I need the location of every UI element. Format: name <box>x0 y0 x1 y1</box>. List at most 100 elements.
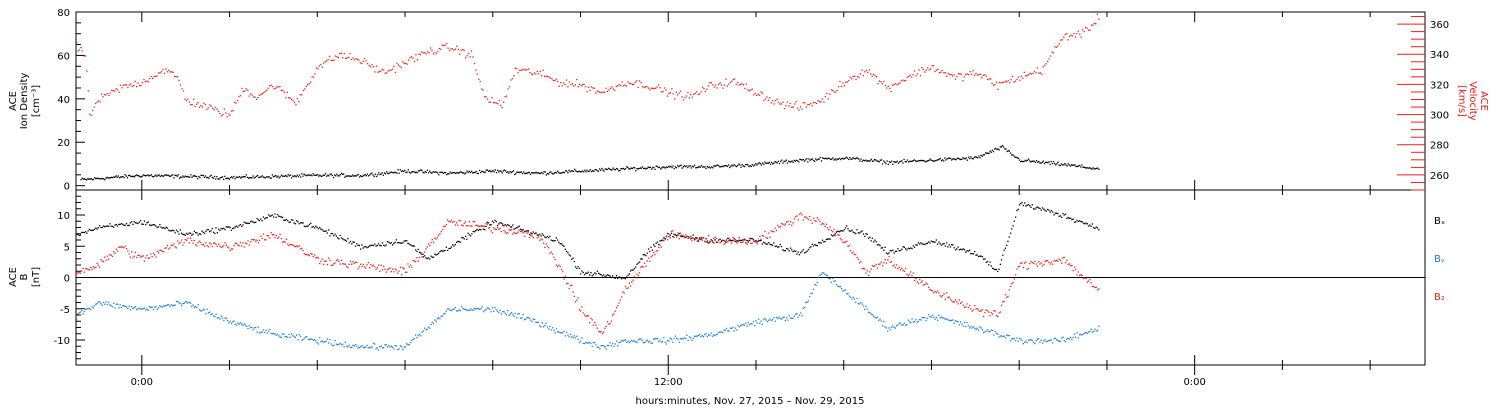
by-point <box>283 333 285 335</box>
bz-point <box>857 258 859 260</box>
velocity-point <box>359 62 361 64</box>
density-point <box>254 176 256 178</box>
density-point <box>103 178 105 180</box>
density-point <box>326 175 328 177</box>
by-point <box>131 306 133 308</box>
velocity-point <box>361 62 363 65</box>
by-point <box>246 325 248 328</box>
by-point <box>715 334 717 336</box>
by-point <box>795 313 797 315</box>
density-point <box>602 169 604 171</box>
density-point <box>596 170 598 172</box>
bz-point <box>164 247 166 249</box>
velocity-point <box>994 84 996 86</box>
velocity-point <box>124 84 126 86</box>
bz-point <box>621 296 623 298</box>
bz-point <box>901 267 903 269</box>
velocity-point <box>970 73 973 75</box>
velocity-point <box>87 90 89 92</box>
velocity-point <box>823 101 825 103</box>
density-point <box>280 174 283 176</box>
by-point <box>393 348 395 350</box>
bz-point <box>113 251 115 253</box>
density-point <box>208 177 210 179</box>
by-point <box>1025 340 1027 342</box>
bx-point <box>157 226 160 228</box>
bx-point <box>558 241 560 243</box>
top-left-axis-label-line1: ACE <box>8 91 19 111</box>
velocity-point <box>1083 30 1085 33</box>
bx-point <box>1032 208 1035 210</box>
velocity-point <box>741 83 743 85</box>
density-point <box>180 176 182 178</box>
density-point <box>773 162 775 164</box>
density-point <box>1078 164 1081 167</box>
density-point <box>259 176 261 178</box>
bz-point <box>258 239 261 241</box>
bx-point <box>495 220 497 223</box>
by-point <box>962 325 964 327</box>
density-point <box>973 156 975 159</box>
density-point <box>249 177 251 179</box>
bz-point <box>560 269 563 271</box>
by-point <box>618 341 620 344</box>
bx-point <box>784 250 786 252</box>
by-point <box>949 319 952 322</box>
density-point <box>887 163 889 165</box>
velocity-point <box>647 87 650 89</box>
density-point <box>758 162 760 164</box>
bx-point <box>897 248 899 250</box>
by-point <box>967 325 969 327</box>
by-point <box>740 325 742 327</box>
bz-point <box>109 254 111 256</box>
by-point <box>76 318 78 320</box>
velocity-point <box>554 80 556 82</box>
bx-point <box>596 270 598 272</box>
density-point <box>717 164 720 167</box>
velocity-point <box>549 77 552 79</box>
bx-point <box>440 250 442 252</box>
bz-point <box>91 268 93 271</box>
by-point <box>383 347 385 349</box>
bz-point <box>1025 261 1027 263</box>
velocity-point <box>611 86 613 88</box>
bx-point <box>894 250 897 252</box>
density-point <box>574 168 576 170</box>
density-point <box>354 175 356 177</box>
bz-point <box>899 269 902 271</box>
by-point <box>719 331 721 333</box>
by-point <box>292 335 294 337</box>
density-point <box>593 170 595 172</box>
bz-point <box>248 244 250 246</box>
by-point <box>485 308 487 311</box>
density-point <box>509 170 511 173</box>
bx-point <box>660 239 662 242</box>
bx-point <box>979 255 981 257</box>
velocity-point <box>406 63 408 65</box>
by-point <box>988 330 990 333</box>
velocity-point <box>1011 76 1014 78</box>
bx-point <box>724 240 726 243</box>
velocity-point <box>582 84 584 86</box>
bx-point <box>795 250 797 252</box>
by-point <box>1021 339 1023 342</box>
by-point <box>122 305 124 307</box>
by-point <box>824 273 826 276</box>
velocity-point <box>264 90 266 92</box>
by-point <box>411 339 413 342</box>
by-point <box>1031 339 1033 342</box>
velocity-point <box>503 101 505 103</box>
by-point <box>353 345 355 347</box>
density-point <box>673 168 675 170</box>
density-point <box>288 175 290 177</box>
density-point <box>318 175 320 177</box>
bx-point <box>283 219 285 221</box>
by-point <box>335 343 337 345</box>
bz-point <box>253 239 256 241</box>
density-point <box>429 170 431 172</box>
bz-point <box>470 225 472 227</box>
density-point <box>271 174 273 176</box>
by-point <box>678 341 680 343</box>
bx-point <box>807 248 810 251</box>
density-point <box>300 176 302 178</box>
